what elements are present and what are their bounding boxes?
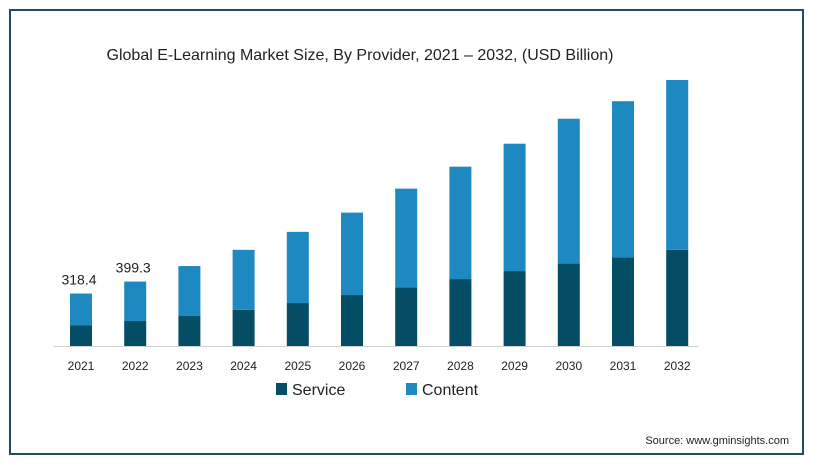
bar-service-2030 (557, 263, 580, 346)
legend-swatch-content (406, 383, 417, 395)
x-tick-label-2027: 2027 (393, 359, 420, 373)
legend-swatch-service (276, 383, 287, 395)
bar-service-2032 (666, 249, 689, 346)
legend-label-content: Content (422, 382, 479, 399)
x-tick-label-2031: 2031 (610, 359, 637, 373)
bar-service-2021 (70, 325, 92, 346)
bar-content-2024 (232, 249, 255, 310)
legend-label-service: Service (292, 382, 345, 399)
x-tick-label-2024: 2024 (230, 359, 257, 373)
bar-service-2027 (395, 287, 418, 346)
data-label-2021: 318.4 (61, 272, 96, 288)
x-tick-label-2029: 2029 (501, 359, 528, 373)
bar-content-2029 (503, 143, 526, 272)
bar-service-2025 (286, 303, 309, 346)
bar-content-2021 (70, 293, 92, 326)
x-tick-label-2025: 2025 (284, 359, 311, 373)
x-tick-label-2032: 2032 (664, 359, 691, 373)
bar-content-2023 (178, 266, 201, 317)
bar-content-2022 (124, 281, 147, 322)
x-tick-label-2022: 2022 (122, 359, 149, 373)
data-label-2022: 399.3 (116, 260, 151, 276)
x-tick-label-2023: 2023 (176, 359, 203, 373)
bar-service-2023 (178, 316, 201, 346)
bar-content-2026 (341, 212, 363, 296)
bar-service-2024 (232, 309, 255, 346)
bar-service-2029 (503, 271, 526, 346)
x-tick-label-2021: 2021 (68, 359, 95, 373)
chart-title: Global E-Learning Market Size, By Provid… (106, 47, 614, 64)
bar-service-2031 (612, 257, 634, 346)
bar-service-2022 (124, 321, 147, 346)
bar-service-2026 (341, 295, 363, 346)
bar-content-2028 (449, 166, 472, 280)
bar-content-2032 (666, 80, 689, 250)
source-note: Source: www.gminsights.com (645, 435, 789, 447)
bar-content-2031 (612, 101, 634, 258)
bar-content-2027 (395, 188, 418, 288)
bar-service-2028 (449, 279, 472, 346)
x-tick-label-2030: 2030 (555, 359, 582, 373)
bar-content-2030 (557, 118, 580, 264)
x-tick-label-2028: 2028 (447, 359, 474, 373)
x-tick-label-2026: 2026 (339, 359, 366, 373)
bar-content-2025 (286, 231, 309, 304)
